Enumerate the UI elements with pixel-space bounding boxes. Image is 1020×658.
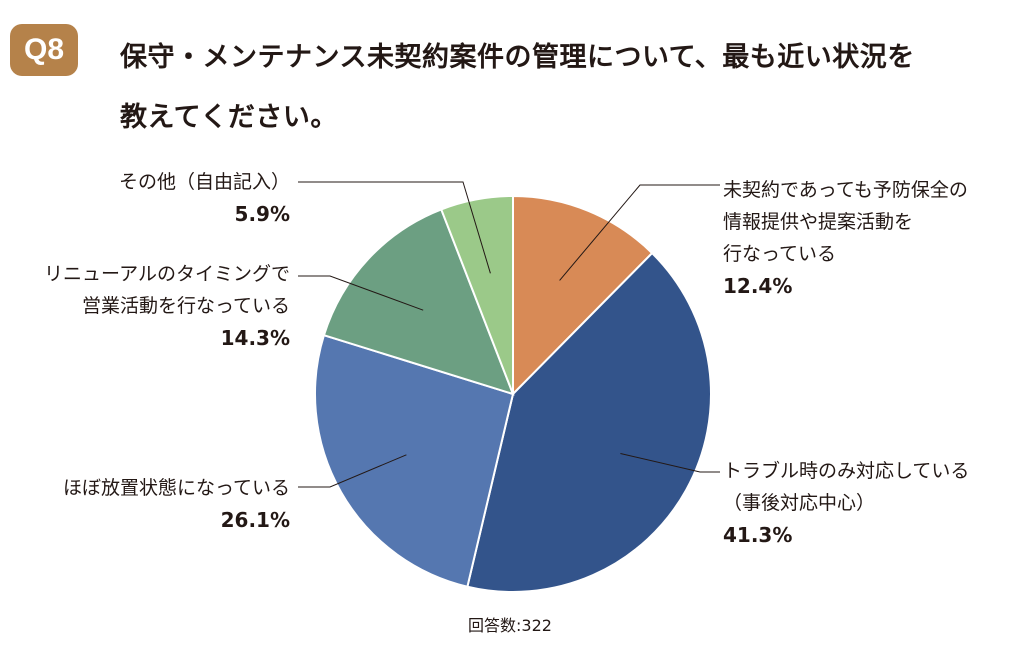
question-number-badge: Q8 bbox=[10, 24, 78, 76]
slice-percentage: 12.4% bbox=[723, 274, 793, 298]
leader-line-3 bbox=[298, 454, 407, 488]
slice-percentage: 41.3% bbox=[723, 523, 793, 547]
pie-slice-1 bbox=[512, 194, 654, 397]
slice-label-2: トラブル時のみ対応している （事後対応中心） 41.3% bbox=[723, 455, 1008, 551]
question-title-line-1: 保守・メンテナンス未契約案件の管理について、最も近い状況を bbox=[120, 42, 915, 73]
slice-label-3: ほぼ放置状態になっている 26.1% bbox=[0, 472, 290, 536]
pie-slice-3 bbox=[314, 333, 515, 588]
leader-line-5 bbox=[298, 181, 491, 274]
slice-name-line: 行なっている bbox=[723, 243, 837, 265]
pie-slice-5 bbox=[439, 194, 514, 395]
slice-name-line: （事後対応中心） bbox=[723, 492, 876, 514]
pie-slice-4 bbox=[322, 208, 515, 396]
question-title: 保守・メンテナンス未契約案件の管理について、最も近い状況を 教えてください。 bbox=[120, 28, 1010, 148]
slice-name-line: 営業活動を行なっている bbox=[81, 295, 290, 317]
slice-percentage: 14.3% bbox=[220, 326, 290, 350]
slice-name-line: トラブル時のみ対応している bbox=[723, 460, 970, 482]
leader-line-1 bbox=[559, 184, 720, 281]
slice-label-5: その他（自由記入） 5.9% bbox=[0, 166, 290, 230]
slice-name-line: リニューアルのタイミングで bbox=[43, 263, 290, 285]
question-title-line-2: 教えてください。 bbox=[120, 102, 338, 133]
slice-name-line: 情報提供や提案活動を bbox=[723, 211, 914, 233]
slice-label-1: 未契約であっても予防保全の 情報提供や提案活動を 行なっている 12.4% bbox=[723, 174, 1003, 302]
pie-slice-2 bbox=[466, 251, 712, 593]
slice-name-line: 未契約であっても予防保全の bbox=[723, 179, 968, 201]
respondent-count: 回答数:322 bbox=[468, 616, 552, 635]
slice-name-line: ほぼ放置状態になっている bbox=[62, 477, 290, 499]
slice-name-line: その他（自由記入） bbox=[118, 171, 290, 193]
slice-percentage: 26.1% bbox=[220, 508, 290, 532]
leader-line-2 bbox=[620, 453, 720, 473]
slice-percentage: 5.9% bbox=[234, 202, 290, 226]
slice-label-4: リニューアルのタイミングで営業活動を行なっている 14.3% bbox=[0, 258, 290, 354]
leader-line-4 bbox=[298, 275, 424, 311]
